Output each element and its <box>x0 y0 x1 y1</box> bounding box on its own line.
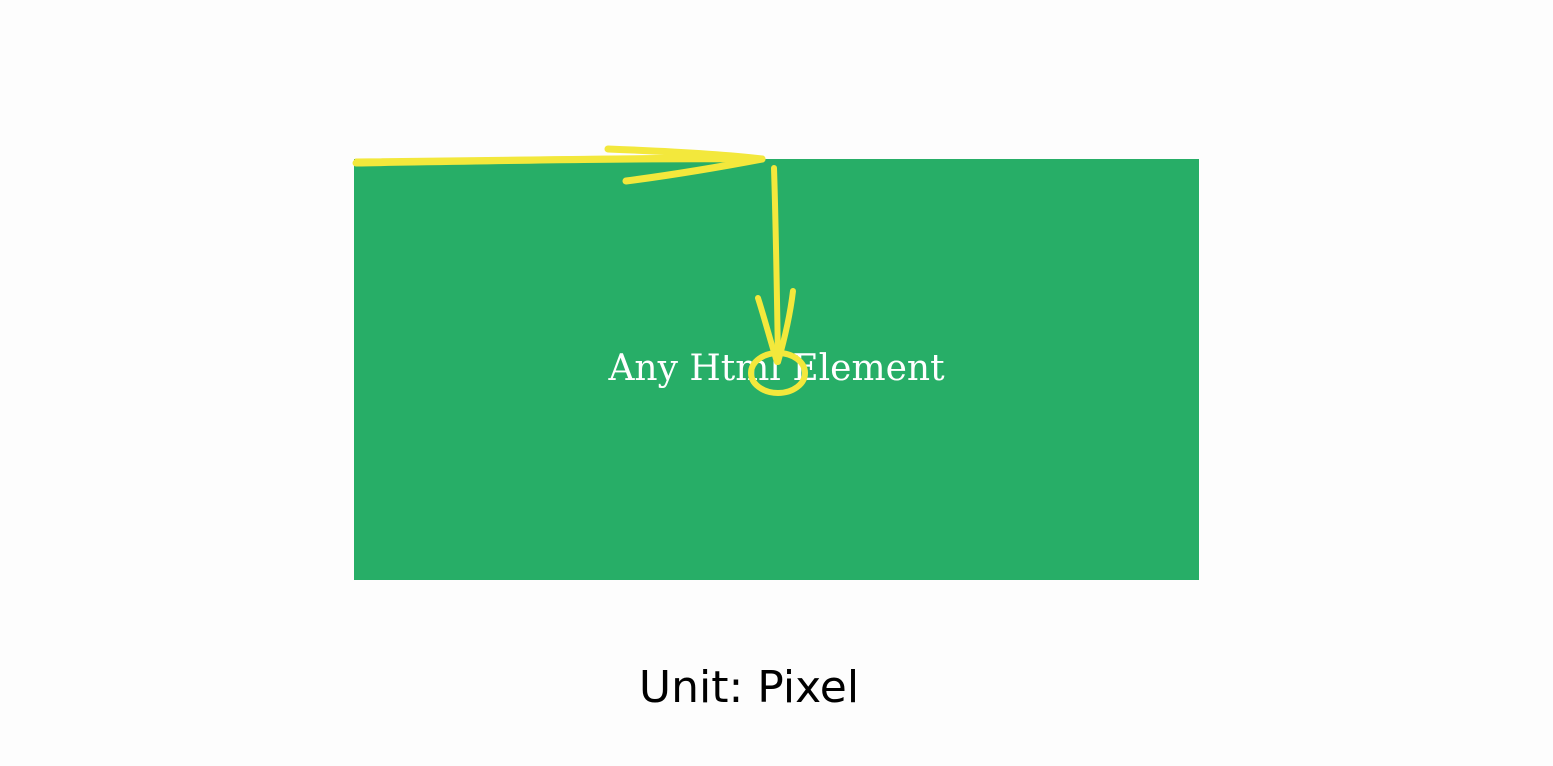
unit-caption: Unit: Pixel <box>638 662 860 713</box>
arrow-down-icon <box>755 165 796 365</box>
circle-marker-icon <box>748 350 808 396</box>
arrow-right-icon <box>352 145 766 185</box>
